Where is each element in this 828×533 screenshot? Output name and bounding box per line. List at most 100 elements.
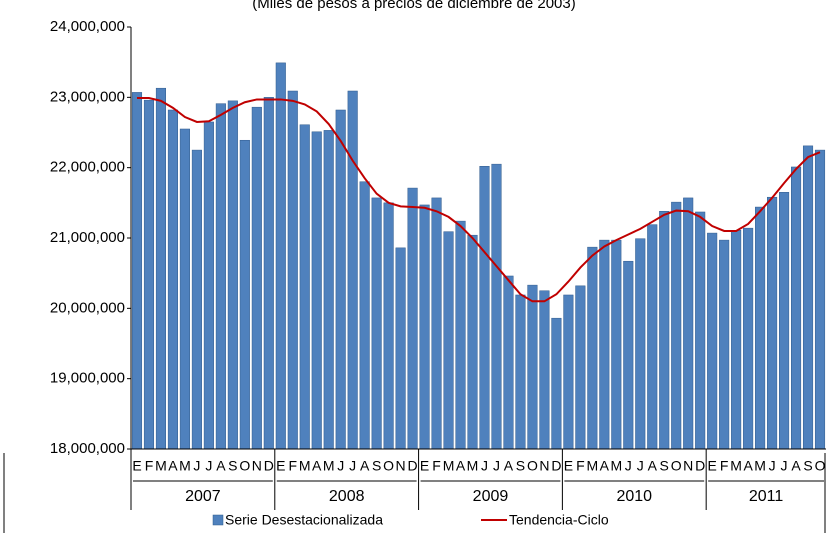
bar bbox=[371, 197, 382, 450]
x-tick-label: J bbox=[205, 458, 212, 474]
legend-label: Serie Desestacionalizada bbox=[225, 512, 383, 528]
y-tick-label: 24,000,000 bbox=[50, 18, 125, 35]
bar bbox=[407, 187, 418, 450]
y-tick-label: 19,000,000 bbox=[50, 370, 125, 387]
bar bbox=[215, 103, 226, 450]
x-tick-label: D bbox=[551, 458, 561, 474]
x-tick-label: M bbox=[587, 458, 599, 474]
bar bbox=[467, 234, 478, 450]
bar bbox=[659, 211, 670, 450]
bar bbox=[587, 246, 598, 450]
x-tick-label: S bbox=[516, 458, 525, 474]
chart-subtitle: (Miles de pesos a precios de diciembre d… bbox=[252, 0, 576, 12]
x-tick-label: F bbox=[432, 458, 441, 474]
bar bbox=[155, 87, 166, 450]
x-tick-label: F bbox=[720, 458, 729, 474]
x-tick-label: S bbox=[228, 458, 237, 474]
x-tick-label: J bbox=[781, 458, 788, 474]
x-tick-label: O bbox=[383, 458, 394, 474]
x-tick-label: J bbox=[769, 458, 776, 474]
bar bbox=[419, 204, 430, 450]
y-tick-label: 20,000,000 bbox=[50, 299, 125, 316]
x-tick-label: M bbox=[730, 458, 742, 474]
x-tick-label: J bbox=[625, 458, 632, 474]
x-tick-label: M bbox=[299, 458, 311, 474]
bar bbox=[575, 285, 586, 450]
bar bbox=[383, 202, 394, 450]
bar bbox=[515, 294, 526, 450]
x-tick-label: A bbox=[312, 458, 322, 474]
bar bbox=[263, 97, 274, 450]
bar bbox=[203, 121, 214, 450]
bar bbox=[335, 109, 346, 450]
bar bbox=[431, 197, 442, 450]
x-tick-label: O bbox=[239, 458, 250, 474]
bar bbox=[131, 92, 143, 450]
bar bbox=[323, 130, 334, 450]
bar bbox=[251, 106, 262, 450]
x-tick-label: M bbox=[155, 458, 167, 474]
bar bbox=[311, 131, 322, 450]
y-tick-label: 21,000,000 bbox=[50, 229, 125, 246]
x-tick-label: J bbox=[481, 458, 488, 474]
bar bbox=[455, 220, 466, 450]
x-tick-label: E bbox=[420, 458, 429, 474]
x-tick-label: O bbox=[815, 458, 826, 474]
x-tick-label: J bbox=[493, 458, 500, 474]
bar bbox=[635, 238, 646, 450]
x-tick-label: J bbox=[337, 458, 344, 474]
x-tick-label: M bbox=[323, 458, 335, 474]
year-label: 2010 bbox=[616, 488, 652, 505]
bar bbox=[755, 206, 766, 450]
x-tick-label: S bbox=[372, 458, 381, 474]
x-tick-label: D bbox=[695, 458, 705, 474]
x-tick-label: N bbox=[252, 458, 262, 474]
y-tick-label: 22,000,000 bbox=[50, 159, 125, 176]
x-tick-label: E bbox=[276, 458, 285, 474]
bar bbox=[683, 197, 694, 450]
x-tick-label: A bbox=[504, 458, 514, 474]
bar bbox=[179, 128, 190, 450]
x-tick-label: D bbox=[264, 458, 274, 474]
x-tick-label: M bbox=[179, 458, 191, 474]
x-tick-label: S bbox=[803, 458, 812, 474]
bar bbox=[287, 90, 298, 450]
year-label: 2011 bbox=[749, 488, 784, 505]
x-tick-label: N bbox=[683, 458, 693, 474]
bar bbox=[791, 166, 802, 450]
bar bbox=[503, 275, 514, 450]
x-tick-label: F bbox=[288, 458, 297, 474]
bar bbox=[719, 239, 730, 450]
bar bbox=[731, 230, 742, 450]
bar bbox=[779, 192, 790, 450]
bar bbox=[539, 290, 550, 450]
x-tick-label: A bbox=[360, 458, 370, 474]
x-tick-label: A bbox=[600, 458, 610, 474]
bar bbox=[671, 201, 682, 450]
bar bbox=[623, 260, 634, 450]
x-tick-label: M bbox=[443, 458, 455, 474]
x-tick-label: E bbox=[707, 458, 716, 474]
bar bbox=[275, 62, 286, 450]
bar bbox=[743, 227, 754, 450]
legend-label: Tendencia-Ciclo bbox=[509, 512, 609, 528]
y-tick-label: 23,000,000 bbox=[50, 88, 125, 105]
bar bbox=[767, 196, 778, 450]
year-label: 2007 bbox=[185, 488, 221, 505]
y-tick-label: 18,000,000 bbox=[50, 440, 125, 457]
year-label: 2008 bbox=[329, 488, 365, 505]
x-tick-label: F bbox=[145, 458, 154, 474]
x-tick-label: F bbox=[576, 458, 585, 474]
bar bbox=[143, 99, 155, 450]
x-tick-label: S bbox=[660, 458, 669, 474]
bar bbox=[647, 224, 658, 450]
bar bbox=[239, 139, 250, 450]
x-tick-label: N bbox=[539, 458, 549, 474]
x-tick-label: M bbox=[467, 458, 479, 474]
x-tick-label: J bbox=[349, 458, 356, 474]
bar bbox=[814, 149, 826, 450]
x-tick-label: E bbox=[564, 458, 573, 474]
bar bbox=[395, 247, 406, 450]
bar bbox=[227, 100, 238, 450]
bar bbox=[695, 211, 706, 450]
